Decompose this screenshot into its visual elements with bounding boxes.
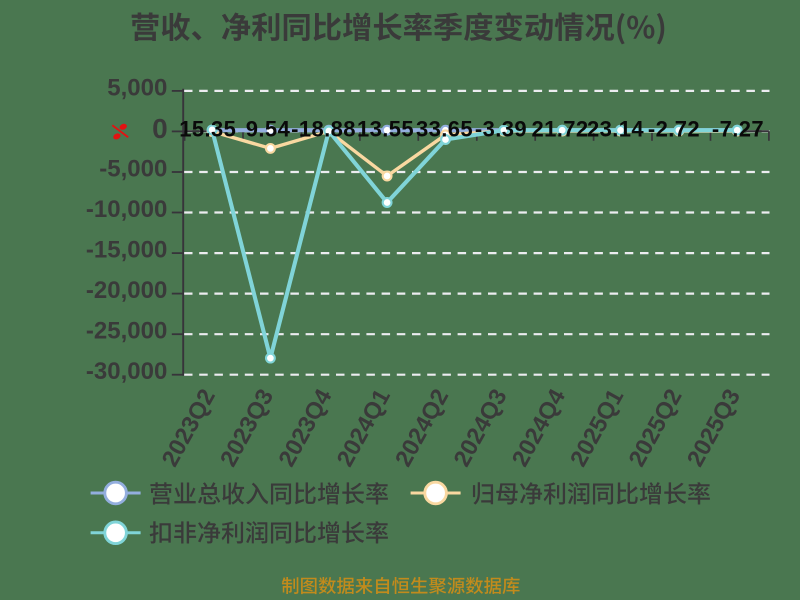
svg-text:9.54: 9.54 (246, 116, 291, 141)
svg-text:0: 0 (152, 113, 168, 144)
svg-text:5,000: 5,000 (107, 74, 167, 101)
svg-text:-3.39: -3.39 (475, 116, 527, 141)
svg-text:-5,000: -5,000 (99, 155, 167, 182)
svg-text:15.35: 15.35 (179, 116, 236, 141)
svg-text:23.14: 23.14 (587, 116, 644, 141)
svg-text:13.55: 13.55 (357, 116, 414, 141)
svg-text:-15,000: -15,000 (86, 237, 167, 264)
svg-text:33.65: 33.65 (416, 116, 473, 141)
svg-text:-10,000: -10,000 (86, 196, 167, 223)
svg-text:-18.88: -18.88 (291, 116, 356, 141)
svg-text:-30,000: -30,000 (86, 358, 167, 385)
svg-text:21.72: 21.72 (531, 116, 588, 141)
svg-text:-20,000: -20,000 (86, 277, 167, 304)
svg-text:-25,000: -25,000 (86, 318, 167, 345)
svg-text:-2.72: -2.72 (648, 116, 700, 141)
svg-text:-7.27: -7.27 (712, 116, 764, 141)
